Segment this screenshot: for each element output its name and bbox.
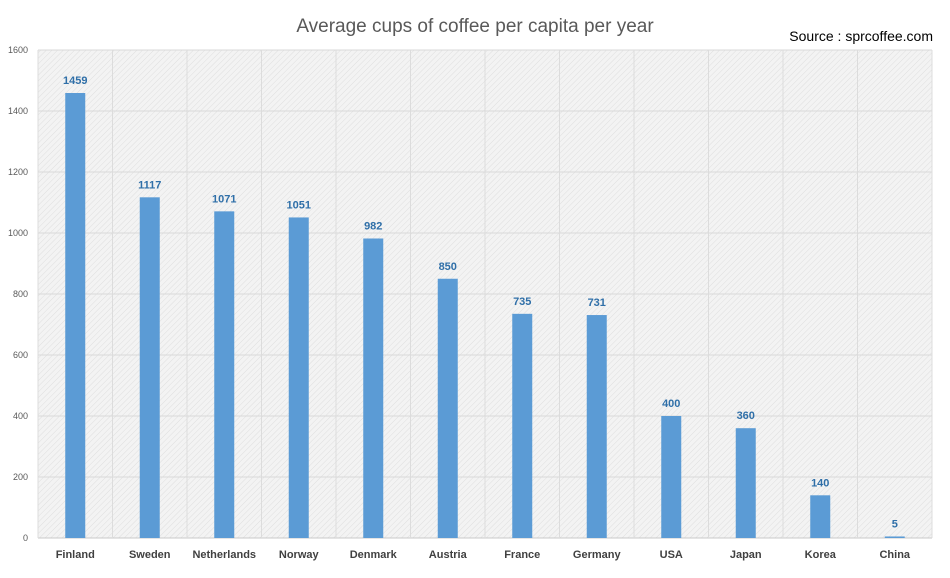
- bar-sweden: [139, 197, 160, 538]
- data-label: 1117: [138, 179, 161, 191]
- bar-netherlands: [214, 211, 235, 538]
- y-tick-label: 1600: [8, 45, 28, 55]
- x-tick-label: Korea: [805, 549, 837, 561]
- x-tick-label: Norway: [279, 549, 320, 561]
- y-tick-label: 800: [13, 289, 28, 299]
- bar-korea: [810, 495, 831, 538]
- data-label: 731: [588, 297, 606, 309]
- source-label: Source : sprcoffee.com: [789, 28, 933, 44]
- y-tick-label: 1400: [8, 106, 28, 116]
- x-tick-label: Japan: [730, 549, 762, 561]
- chart-title: Average cups of coffee per capita per ye…: [296, 16, 654, 37]
- data-label: 850: [439, 261, 457, 273]
- x-tick-label: USA: [660, 549, 683, 561]
- data-label: 1051: [287, 199, 311, 211]
- bar-denmark: [363, 238, 384, 539]
- data-label: 1071: [212, 193, 236, 205]
- bar-norway: [288, 217, 309, 538]
- y-tick-label: 1200: [8, 167, 28, 177]
- y-tick-label: 400: [13, 411, 28, 421]
- data-label: 735: [513, 296, 531, 308]
- data-label: 360: [737, 410, 755, 422]
- x-tick-label: Denmark: [350, 549, 398, 561]
- x-tick-label: Finland: [56, 549, 95, 561]
- x-tick-label: Netherlands: [192, 549, 256, 561]
- bar-germany: [586, 315, 607, 538]
- x-tick-label: Sweden: [129, 549, 171, 561]
- data-label: 1459: [63, 75, 87, 87]
- bar-france: [512, 313, 533, 538]
- x-tick-label: China: [879, 549, 910, 561]
- y-tick-label: 1000: [8, 228, 28, 238]
- data-label: 140: [811, 477, 829, 489]
- bar-usa: [661, 416, 682, 538]
- data-label: 400: [662, 398, 680, 410]
- x-tick-label: Austria: [429, 549, 468, 561]
- bar-japan: [735, 428, 756, 538]
- x-tick-label: Germany: [573, 549, 622, 561]
- data-label: 5: [892, 518, 898, 530]
- data-label: 982: [364, 220, 382, 232]
- bar-china: [884, 536, 905, 538]
- bar-finland: [65, 93, 86, 538]
- y-tick-label: 200: [13, 472, 28, 482]
- y-tick-label: 0: [23, 533, 28, 543]
- y-tick-label: 600: [13, 350, 28, 360]
- bar-austria: [437, 278, 458, 538]
- x-tick-label: France: [504, 549, 540, 561]
